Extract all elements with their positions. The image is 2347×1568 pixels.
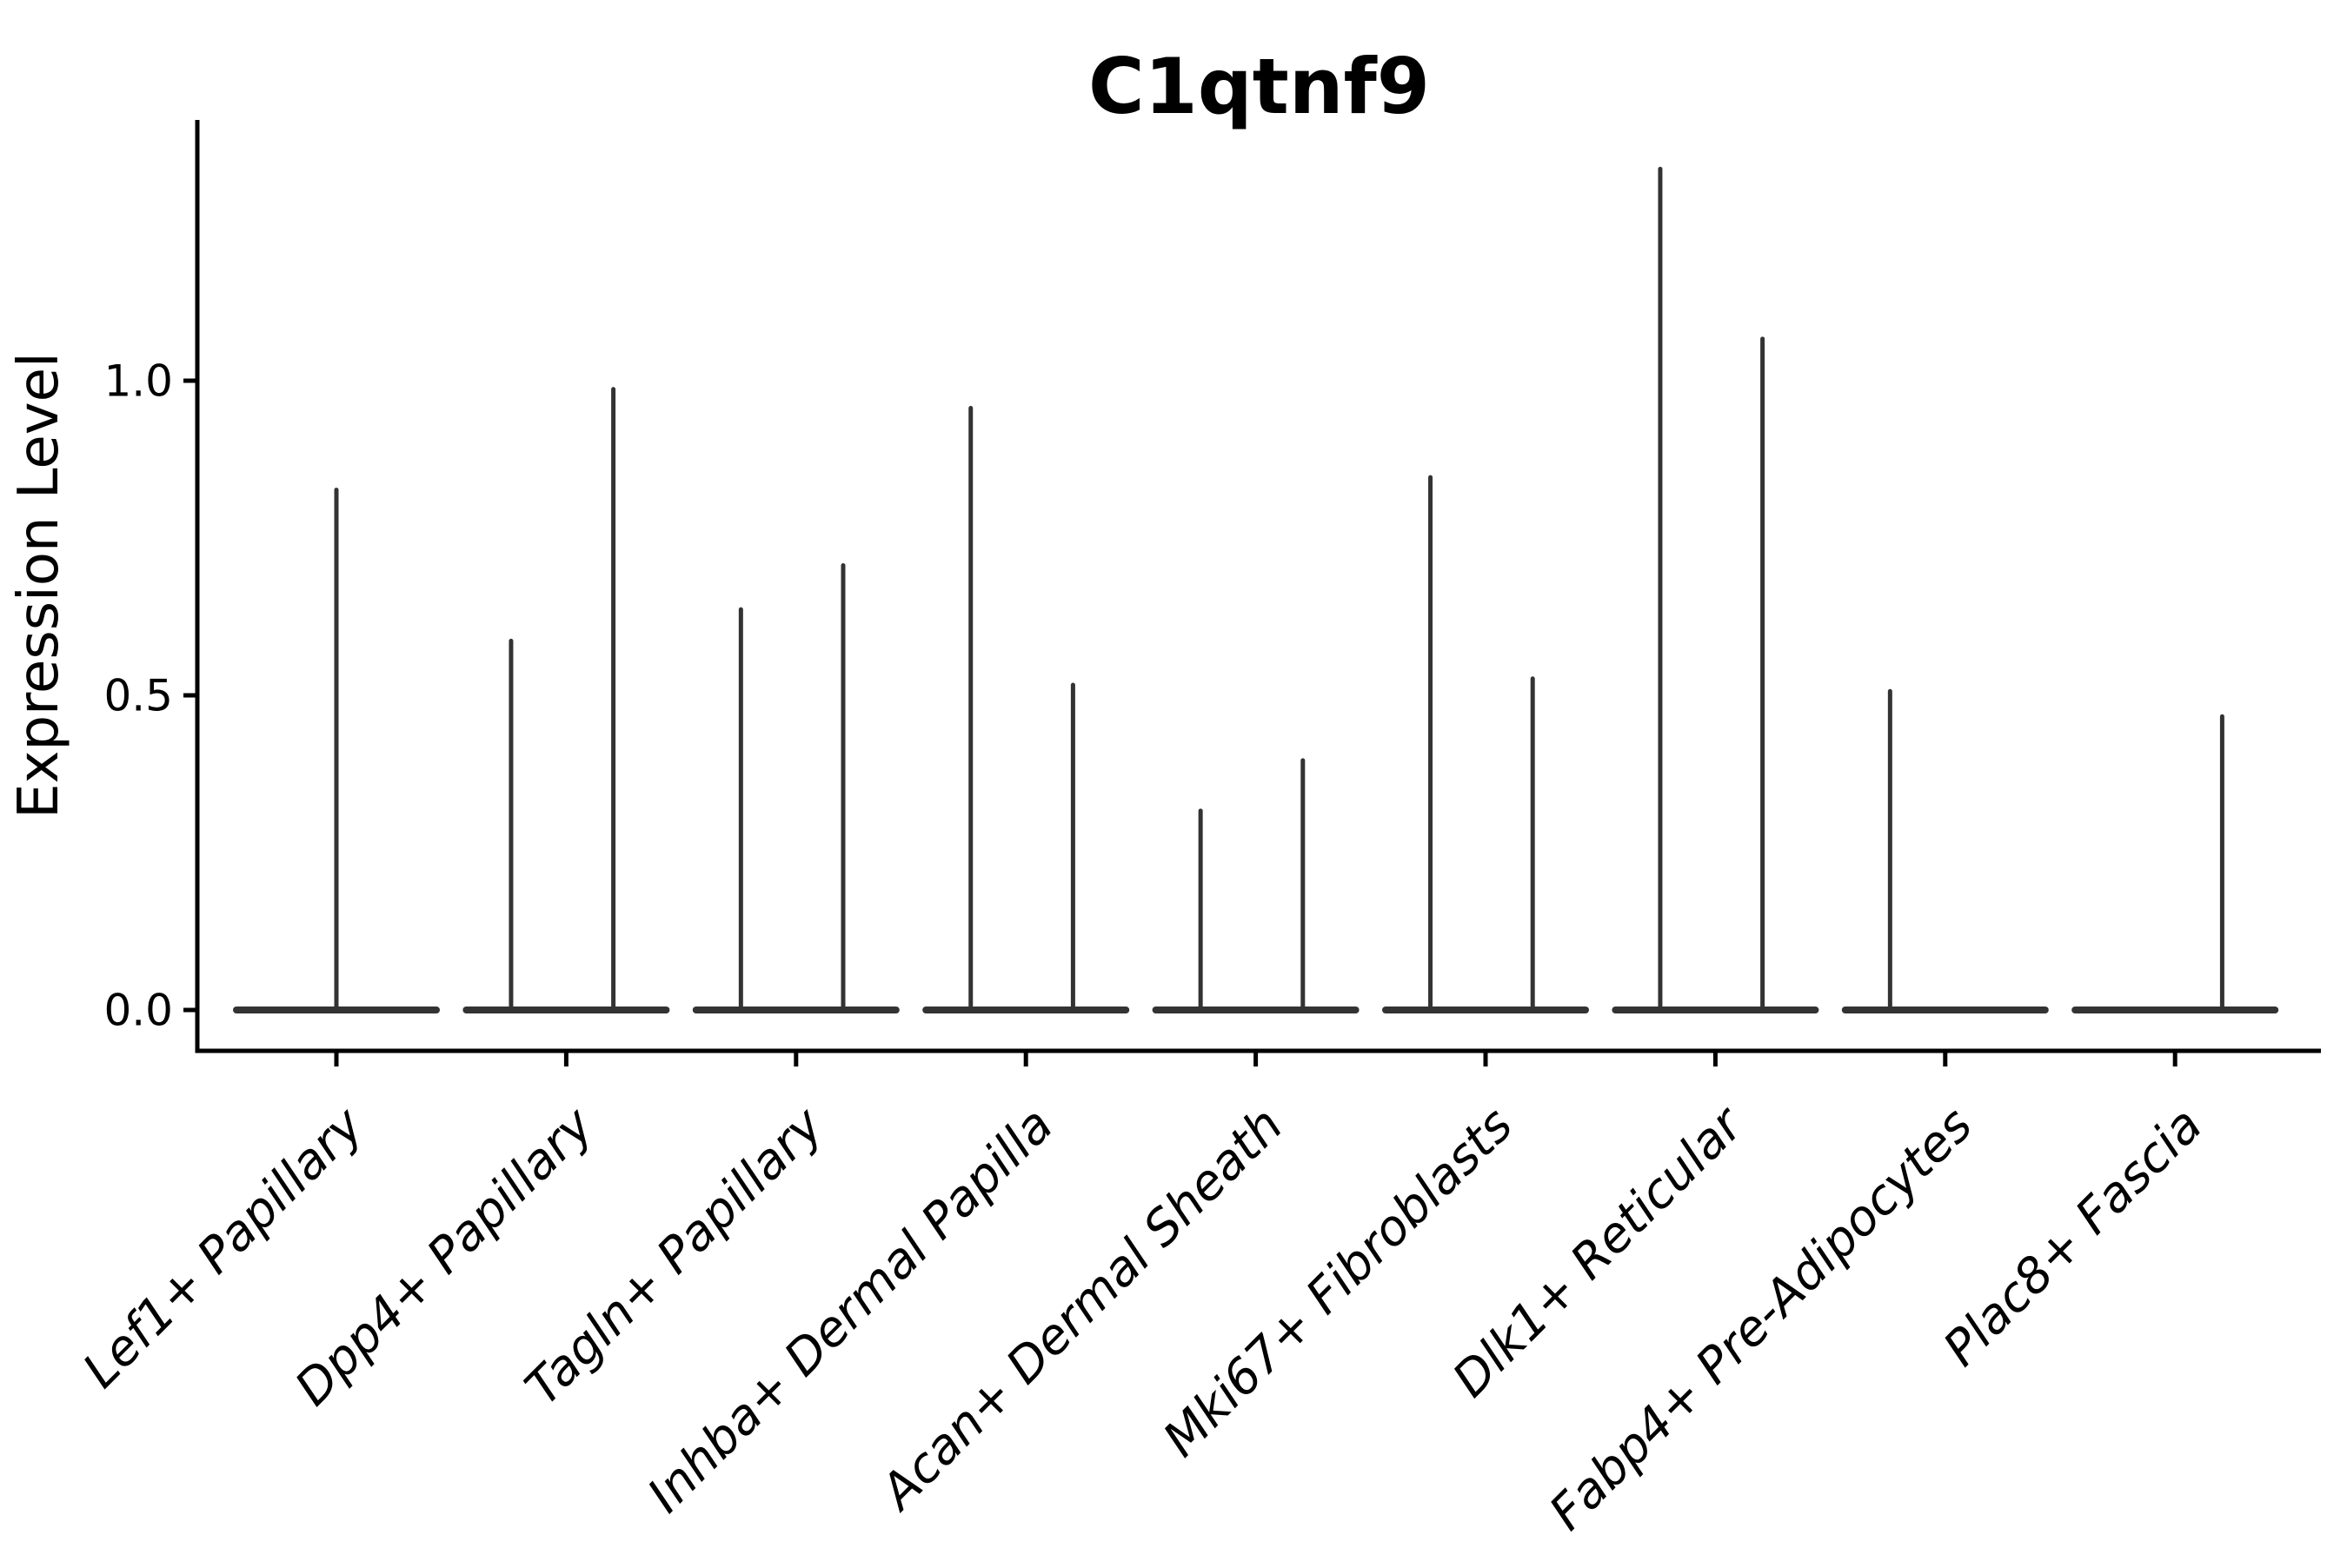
violin-baseline (922, 1007, 1130, 1013)
violin-spike-right (2219, 714, 2224, 1013)
violin-spike-left (1198, 808, 1203, 1013)
violin-spike-left (1428, 475, 1433, 1013)
y-tick-label: 1.0 (103, 356, 173, 407)
violin-baseline (2071, 1007, 2279, 1013)
violin-spike-right (841, 562, 846, 1013)
violin-baseline (1382, 1007, 1589, 1013)
y-axis-label: Expression Level (7, 352, 71, 819)
violin-spike-left (1658, 166, 1663, 1013)
x-tick-label: Fabp4+ Pre-Adipocytes (1539, 1097, 1983, 1541)
violin-spike-left (1887, 688, 1892, 1013)
violin-baseline (1612, 1007, 1819, 1013)
violin-baseline (1841, 1007, 2049, 1013)
y-tick-label: 0.0 (103, 986, 173, 1036)
violin-spike-right (1300, 758, 1306, 1013)
violin-spike-right (1070, 682, 1075, 1013)
violin-spike-left (509, 638, 514, 1013)
violin-baseline (462, 1007, 670, 1013)
violin-spike-center (334, 488, 339, 1013)
violin-spike-right (1760, 336, 1765, 1013)
violin-baseline (1152, 1007, 1360, 1013)
x-tick-label: Acan+ Dermal Sheath (868, 1097, 1293, 1522)
plot-title: C1qtnf9 (1088, 42, 1430, 131)
violin-spike-left (968, 405, 974, 1013)
violin-spike-right (611, 387, 616, 1013)
violin-spike-left (738, 607, 743, 1013)
x-tick-label: Inhba+ Dermal Papilla (637, 1097, 1064, 1524)
y-tick-label: 0.5 (103, 671, 173, 721)
violin-spike-right (1530, 676, 1535, 1013)
violin-baseline (692, 1007, 900, 1013)
